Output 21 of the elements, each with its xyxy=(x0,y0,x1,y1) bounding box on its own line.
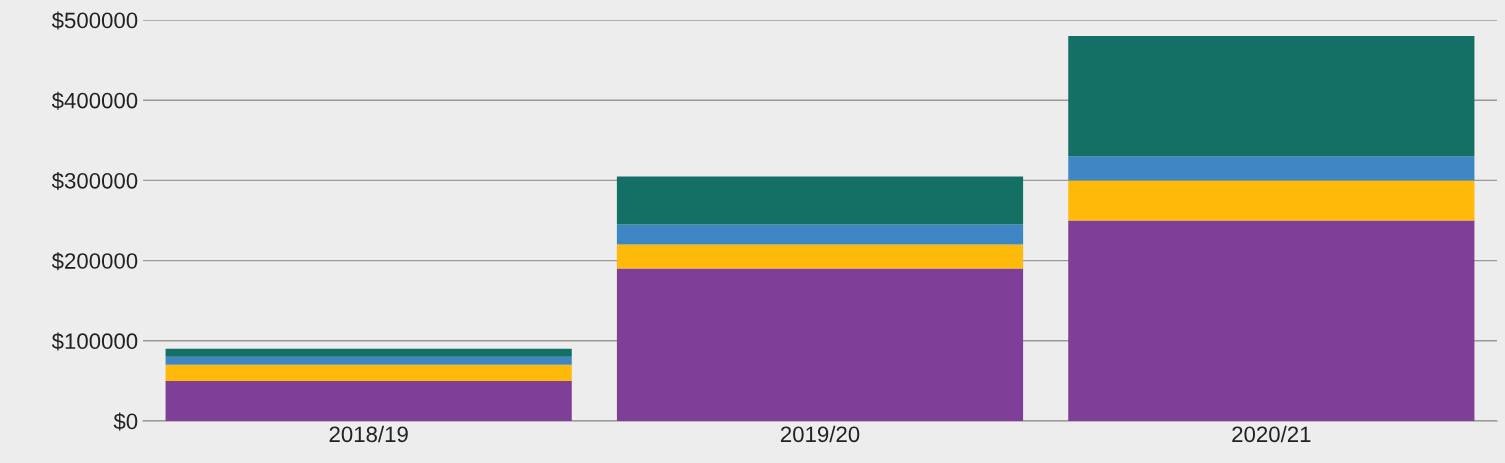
y-tick-label: $300000 xyxy=(51,172,138,190)
bar xyxy=(616,224,1024,245)
bar xyxy=(616,268,1024,421)
bar xyxy=(1068,220,1475,421)
y-tick-label: $500000 xyxy=(51,11,138,30)
bar xyxy=(165,356,572,365)
y-tick-label: $0 xyxy=(113,412,138,431)
bar xyxy=(1068,36,1475,157)
x-tick-label: 2018/19 xyxy=(329,425,408,443)
y-tick-label: $400000 xyxy=(51,91,138,110)
y-tick-label: $200000 xyxy=(51,252,138,271)
bar xyxy=(1068,180,1475,221)
x-tick-label: 2019/20 xyxy=(780,425,860,443)
x-tick-label: 2020/21 xyxy=(1232,425,1311,443)
bar xyxy=(165,380,572,421)
bar xyxy=(616,176,1024,225)
bar xyxy=(165,364,572,381)
bar xyxy=(616,244,1024,269)
bar xyxy=(165,348,572,357)
y-tick-label: $100000 xyxy=(51,332,138,351)
bar xyxy=(1068,156,1475,181)
